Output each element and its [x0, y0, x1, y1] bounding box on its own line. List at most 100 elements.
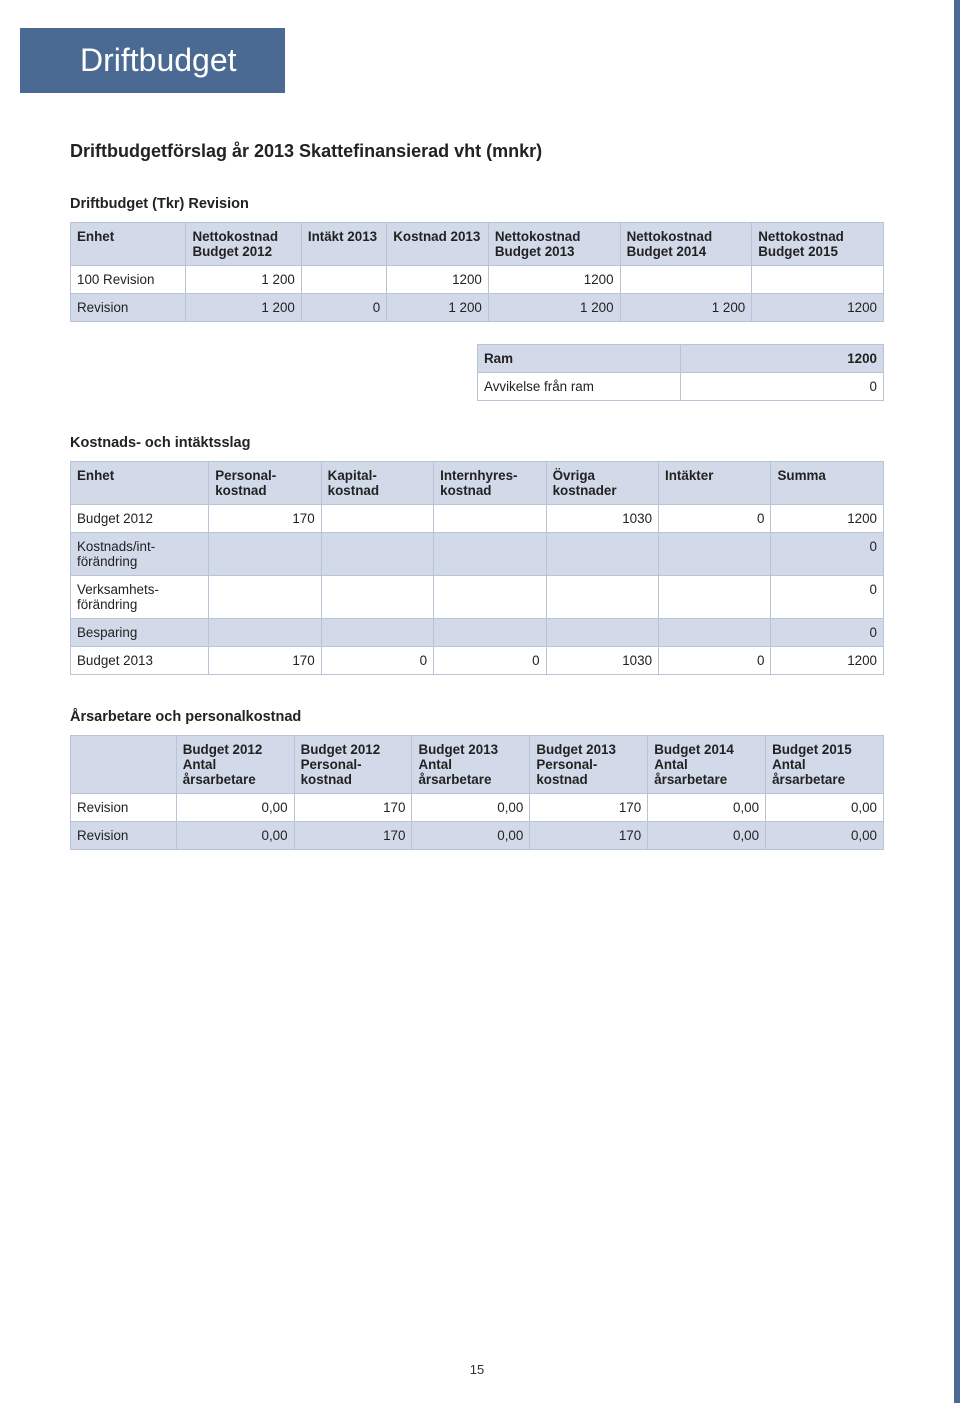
cell: 170 [209, 505, 321, 533]
cell [434, 576, 546, 619]
cell: 0 [659, 647, 771, 675]
ram-label: Avvikelse från ram [478, 373, 681, 401]
table-header-row: Budget 2012 Antal årsarbetare Budget 201… [71, 736, 884, 794]
col-header: Budget 2014 Antal årsarbetare [648, 736, 766, 794]
table-row: Ram1200 [478, 345, 884, 373]
cell: 0,00 [766, 794, 884, 822]
col-header [71, 736, 177, 794]
cell: 1 200 [620, 294, 752, 322]
page-number: 15 [0, 1362, 954, 1377]
section3-heading: Årsarbetare och personalkostnad [70, 709, 884, 725]
cell: 1030 [546, 647, 658, 675]
table-row: Revision0,001700,001700,000,00 [71, 794, 884, 822]
cell: 170 [209, 647, 321, 675]
col-header: Budget 2013 Personal-kostnad [530, 736, 648, 794]
cell: 0,00 [766, 822, 884, 850]
cell [752, 266, 884, 294]
col-header: Personal-kostnad [209, 462, 321, 505]
cell: 1 200 [488, 294, 620, 322]
ram-table: Ram1200Avvikelse från ram0 [477, 344, 884, 401]
row-label: Revision [71, 294, 186, 322]
cell [546, 533, 658, 576]
table-row: Budget 201317000103001200 [71, 647, 884, 675]
col-header: Intäkt 2013 [301, 223, 386, 266]
cell: 0 [434, 647, 546, 675]
row-label: 100 Revision [71, 266, 186, 294]
col-header: Internhyres-kostnad [434, 462, 546, 505]
col-header: Nettokostnad Budget 2013 [488, 223, 620, 266]
col-header: Budget 2012 Antal årsarbetare [176, 736, 294, 794]
cell [546, 576, 658, 619]
cell: 1 200 [186, 266, 301, 294]
cell: 1200 [771, 647, 884, 675]
cell: 1 200 [186, 294, 301, 322]
cell [321, 619, 433, 647]
table-row: Avvikelse från ram0 [478, 373, 884, 401]
cell [659, 619, 771, 647]
cell: 170 [530, 794, 648, 822]
cell: 0,00 [412, 822, 530, 850]
page-title-banner: Driftbudget [20, 28, 285, 93]
col-header: Budget 2013 Antal årsarbetare [412, 736, 530, 794]
cell: 1030 [546, 505, 658, 533]
row-label: Revision [71, 822, 177, 850]
col-header: Nettokostnad Budget 2012 [186, 223, 301, 266]
cell [209, 533, 321, 576]
col-header: Enhet [71, 462, 209, 505]
cell: 0 [771, 533, 884, 576]
row-label: Verksamhets-förändring [71, 576, 209, 619]
cell: 0,00 [412, 794, 530, 822]
cell: 0,00 [648, 794, 766, 822]
table-row: Budget 2012170 103001200 [71, 505, 884, 533]
cell: 0 [321, 647, 433, 675]
col-header: Intäkter [659, 462, 771, 505]
cell [659, 576, 771, 619]
table-row: Revision1 20001 2001 2001 2001200 [71, 294, 884, 322]
table-row: Revision0,001700,001700,000,00 [71, 822, 884, 850]
cell: 170 [294, 794, 412, 822]
col-header: Budget 2012 Personal-kostnad [294, 736, 412, 794]
cell: 1200 [387, 266, 489, 294]
cell: 170 [530, 822, 648, 850]
kostnads-table: Enhet Personal-kostnad Kapital-kostnad I… [70, 461, 884, 675]
cell: 1200 [488, 266, 620, 294]
cell [321, 505, 433, 533]
col-header: Kostnad 2013 [387, 223, 489, 266]
cell [301, 266, 386, 294]
section1-heading: Driftbudget (Tkr) Revision [70, 196, 884, 212]
row-label: Kostnads/int-förändring [71, 533, 209, 576]
table-header-row: Enhet Personal-kostnad Kapital-kostnad I… [71, 462, 884, 505]
cell: 1 200 [387, 294, 489, 322]
cell [546, 619, 658, 647]
col-header: Kapital-kostnad [321, 462, 433, 505]
col-header: Enhet [71, 223, 186, 266]
section2-heading: Kostnads- och intäktsslag [70, 435, 884, 451]
subtitle: Driftbudgetförslag år 2013 Skattefinansi… [70, 141, 884, 162]
ram-value: 0 [681, 373, 884, 401]
table-row: Verksamhets-förändring 0 [71, 576, 884, 619]
cell: 0 [771, 619, 884, 647]
row-label: Revision [71, 794, 177, 822]
table-row: Besparing 0 [71, 619, 884, 647]
col-header: Nettokostnad Budget 2014 [620, 223, 752, 266]
cell: 0,00 [176, 794, 294, 822]
col-header: Budget 2015 Antal årsarbetare [766, 736, 884, 794]
cell [434, 533, 546, 576]
row-label: Budget 2012 [71, 505, 209, 533]
col-header: Nettokostnad Budget 2015 [752, 223, 884, 266]
arsarbetare-table: Budget 2012 Antal årsarbetare Budget 201… [70, 735, 884, 850]
row-label: Besparing [71, 619, 209, 647]
col-header: Summa [771, 462, 884, 505]
cell: 1200 [771, 505, 884, 533]
table-row: Kostnads/int-förändring 0 [71, 533, 884, 576]
cell: 0 [771, 576, 884, 619]
table-row: 100 Revision1 200 12001200 [71, 266, 884, 294]
cell [434, 505, 546, 533]
row-label: Budget 2013 [71, 647, 209, 675]
cell [209, 576, 321, 619]
col-header: Övriga kostnader [546, 462, 658, 505]
cell [434, 619, 546, 647]
ram-label: Ram [478, 345, 681, 373]
cell: 0 [659, 505, 771, 533]
cell: 0,00 [648, 822, 766, 850]
